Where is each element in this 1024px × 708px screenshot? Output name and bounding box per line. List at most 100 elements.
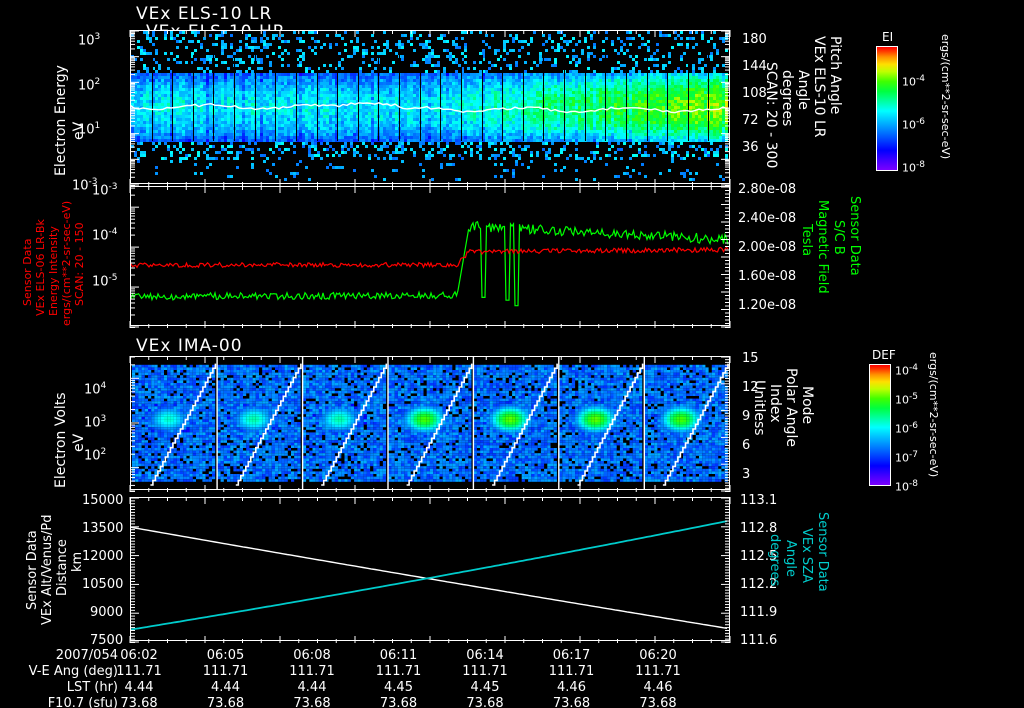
p2-right-tick-4: 1.20e-08 [738,298,797,313]
panel2-right-axis-title-3: Magnetic Field [815,200,830,294]
bt-lst-2: 4.44 [297,680,327,695]
p3-right-tick-1: 12 [742,380,759,395]
panel4-right-axis-title-1: Sensor Data [815,512,830,592]
p2-left-tick-0-exp: -3 [108,182,118,192]
panel1-right-axis-title-4: degrees [779,70,795,127]
p1-left-tick-1: 10 [78,78,95,94]
panel4-left-axis-title-1: Sensor Data [25,530,40,610]
p3-cb-tick-0: 10 [895,364,909,378]
bt-time-1: 06:05 [206,648,245,663]
panel3-colorbar-title: DEF [872,348,896,362]
panel2-left-axis-title-5: SCAN: 20 - 150 [73,222,86,306]
panel1-colorbar[interactable] [876,46,898,171]
panel3-colorbar[interactable] [869,364,891,486]
p3-left-tick-2: 10 [84,448,101,464]
p2-left-tick-2-exp: -5 [108,273,118,283]
bt-f107-4: 73.68 [466,696,504,708]
bt-lst-6: 4.46 [643,680,673,695]
bt-time-4: 06:14 [466,648,504,663]
p1-left-tick-0: 10 [78,33,95,49]
panel1-right-axis-title-5: SCAN: 20 - 300 [763,62,779,169]
p2-left-tick-2: 10 [92,274,109,290]
panel1-right-axis-title-2: VEx ELS-10 LR [811,36,827,138]
p3-cb-tick-3: 10 [895,451,909,465]
p3-cb-tick-1-exp: -5 [909,392,918,402]
p4-right-tick-5: 111.6 [740,633,778,648]
bt-ve-ang-5: 111.71 [548,664,595,679]
panel3-spectrogram [131,357,729,489]
p3-right-tick-2: 9 [742,409,751,424]
p1-cb-tick-0-exp: -4 [916,74,925,84]
p1-left-tick-1-exp: 2 [94,77,101,87]
bt-f107-5: 73.68 [552,696,591,708]
panel4-left-axis-title-2: VEx Alt/Venus/Pd [40,514,55,625]
p3-right-tick-4: 3 [742,467,751,482]
panel1-plot[interactable] [130,30,730,184]
bt-row-label-1: V-E Ang (deg) [28,664,118,679]
panel2-left-axis-title-1: Sensor Data [21,238,34,306]
panel1-left-axis-title-1: Electron Energy [53,65,69,176]
bottom-info-table: 2007/054 V-E Ang (deg) LST (hr) F10.7 (s… [0,648,760,708]
panel3-right-axis-title-2: Polar Angle [783,368,799,448]
panel4-left-axis-title-3: Distance [55,539,70,596]
p1-right-tick-2: 108 [742,86,767,101]
p2-left-tick-0: 10 [92,183,109,199]
panel4-right-axis-title-3: Angle [783,540,798,577]
panel2-left-axis-title-2: VEx ELS-06 LR-Bk [34,219,47,316]
p3-cb-tick-3-exp: -7 [909,450,918,460]
panel1-right-axis-title-1: Pitch Angle [827,36,843,115]
bt-f107-6: 73.68 [639,696,677,708]
p4-right-tick-0: 113.1 [740,493,778,508]
panel2-right-axis-title-4: Tesla [799,224,814,257]
bt-lst-4: 4.45 [470,680,500,695]
bt-time-3: 06:11 [379,648,418,663]
p3-right-tick-0: 15 [742,351,759,366]
p3-cb-tick-0-exp: -4 [909,363,918,373]
bt-row-label-3: F10.7 (sfu) [47,696,118,708]
p3-cb-tick-2-exp: -6 [909,421,918,431]
panel1-title-line1: VEx ELS-10 LR [136,4,273,24]
p3-right-tick-3: 6 [742,438,751,453]
bt-lst-5: 4.46 [557,680,586,695]
p3-left-tick-1: 10 [84,415,101,431]
p4-left-tick-1: 13500 [82,521,124,536]
bt-ve-ang-3: 111.71 [375,664,422,679]
panel1-colorbar-unit: ergs/(cm**2-sr-sec-eV) [939,34,952,160]
panel2-right-axis-title-2: S/C B [831,220,846,255]
p1-left-tick-0-exp: 3 [94,32,101,42]
panel1-spectrogram [131,31,729,183]
panel1-right-axis-title-3: Angle [795,70,811,110]
panel3-plot[interactable] [130,356,730,490]
panel3-colorbar-unit: ergs/(cm**2-sr-sec-eV) [927,352,940,478]
p3-left-tick-0-exp: 4 [100,381,107,391]
panel2-left-axis-title-4: ergs/(cm**2-sr-sec-eV) [60,200,73,326]
p2-left-tick-1-exp: -4 [108,227,118,237]
panel4-plot[interactable] [130,497,730,641]
panel1-colorbar-title: EI [882,30,894,44]
bt-f107-1: 73.68 [206,696,245,708]
p4-right-tick-4: 111.9 [740,605,778,620]
panel2-left-axis-title-3: Energy Intensity [47,226,60,316]
panel1-colorbar-gradient [877,47,897,170]
bt-ve-ang-2: 111.71 [289,664,335,679]
bt-ve-ang-6: 111.71 [635,664,681,679]
panel2-axis-ticks [129,186,731,328]
bt-time-6: 06:20 [639,648,677,663]
bt-lst-3: 4.45 [384,680,413,695]
p1-cb-tick-2: 10 [902,161,916,175]
p1-right-tick-0: 180 [742,32,767,47]
p4-left-tick-4: 9000 [90,605,124,620]
panel3-right-axis-title-3: Index [767,384,783,423]
p4-right-tick-2: 112.5 [740,549,778,564]
p3-left-tick-2-exp: 2 [100,447,107,457]
panel3-left-axis-title-1: Electron Volts [53,392,69,488]
p1-cb-tick-0: 10 [902,75,916,89]
panel4-right-axis-title-2: VEx SZA [799,528,814,583]
panel2-right-axis-title-1: Sensor Data [847,196,862,276]
p1-left-tick-2-exp: 1 [94,121,101,131]
panel1-axis-ticks [129,30,731,186]
bt-f107-0: 73.68 [120,696,158,708]
bt-row-label-0: 2007/054 [55,648,118,663]
p1-cb-tick-1-exp: -6 [916,117,925,127]
